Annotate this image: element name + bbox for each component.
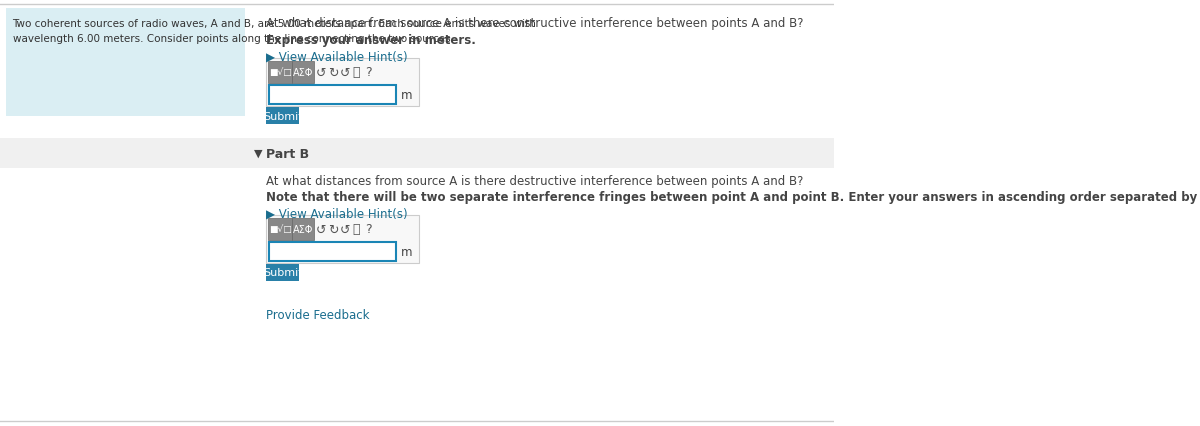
Text: ?: ? <box>365 223 372 236</box>
Text: ■√□: ■√□ <box>269 68 292 77</box>
Text: ▶ View Available Hint(s): ▶ View Available Hint(s) <box>266 51 408 64</box>
FancyBboxPatch shape <box>266 59 419 107</box>
Text: At what distance from source A is there constructive interference between points: At what distance from source A is there … <box>266 17 804 30</box>
FancyBboxPatch shape <box>292 219 314 240</box>
Text: ■√□: ■√□ <box>269 225 292 234</box>
Text: ↺: ↺ <box>340 66 350 79</box>
Text: AΣΦ: AΣΦ <box>293 225 313 234</box>
Text: Provide Feedback: Provide Feedback <box>266 308 370 321</box>
FancyBboxPatch shape <box>266 265 300 281</box>
FancyBboxPatch shape <box>269 62 292 84</box>
FancyBboxPatch shape <box>269 219 292 240</box>
Bar <box>0 139 834 169</box>
Text: ?: ? <box>365 66 372 79</box>
Text: ↻: ↻ <box>328 66 338 79</box>
Text: Submit: Submit <box>263 268 302 278</box>
Text: ↺: ↺ <box>316 223 326 236</box>
FancyBboxPatch shape <box>269 86 396 105</box>
Text: ▼: ▼ <box>253 149 262 158</box>
FancyBboxPatch shape <box>266 108 300 125</box>
Text: ⎕: ⎕ <box>353 223 360 236</box>
FancyBboxPatch shape <box>6 9 245 117</box>
Text: ↺: ↺ <box>316 66 326 79</box>
Text: Submit: Submit <box>263 111 302 121</box>
Text: Part B: Part B <box>266 147 310 160</box>
Text: m: m <box>401 245 413 259</box>
Text: ⎕: ⎕ <box>353 66 360 79</box>
FancyBboxPatch shape <box>269 242 396 262</box>
Text: At what distances from source A is there destructive interference between points: At what distances from source A is there… <box>266 175 804 187</box>
Text: m: m <box>401 89 413 102</box>
FancyBboxPatch shape <box>266 216 419 263</box>
Text: Express your answer in meters.: Express your answer in meters. <box>266 34 476 47</box>
Text: Note that there will be two separate interference fringes between point A and po: Note that there will be two separate int… <box>266 190 1200 204</box>
Text: Two coherent sources of radio waves, A and B, are 5.00 meters apart. Each source: Two coherent sources of radio waves, A a… <box>12 19 536 29</box>
FancyBboxPatch shape <box>292 62 314 84</box>
Text: ↺: ↺ <box>340 223 350 236</box>
Text: AΣΦ: AΣΦ <box>293 68 313 78</box>
Text: ↻: ↻ <box>328 223 338 236</box>
Text: ▶ View Available Hint(s): ▶ View Available Hint(s) <box>266 207 408 221</box>
Text: wavelength 6.00 meters. Consider points along the line connecting the two source: wavelength 6.00 meters. Consider points … <box>12 34 454 44</box>
